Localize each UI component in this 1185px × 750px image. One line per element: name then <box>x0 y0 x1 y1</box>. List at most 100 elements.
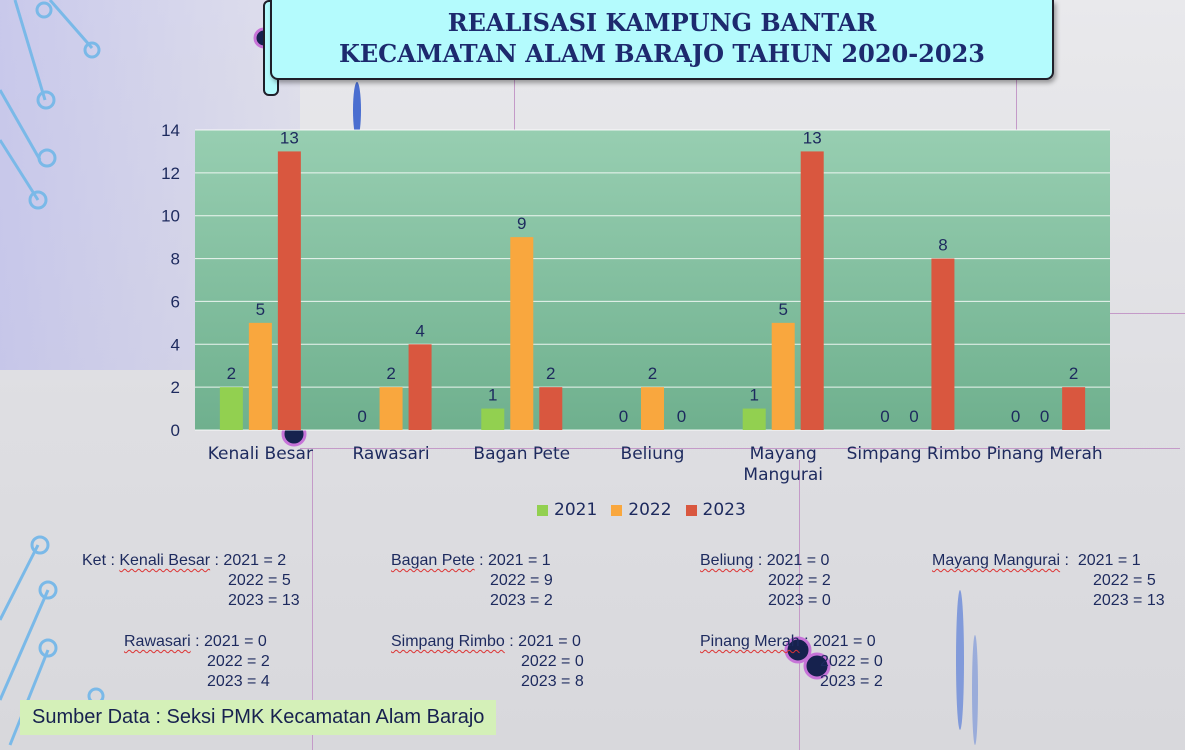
note-value: 2022 = 5 <box>228 572 291 589</box>
note-value: 2022 = 2 <box>768 572 831 589</box>
bar-2023 <box>1062 387 1086 430</box>
circuit-line <box>13 0 47 101</box>
decor-line <box>300 448 1180 449</box>
x-tick-label: Kenali Besar <box>208 444 313 464</box>
decor-line <box>799 460 800 750</box>
bar-2023 <box>931 258 955 430</box>
x-tick-label: Mangurai <box>743 465 823 485</box>
legend-swatch <box>685 504 697 516</box>
source-label: Sumber Data : Seksi PMK Kecamatan Alam B… <box>20 700 497 735</box>
plot-area <box>195 130 1110 430</box>
bar-2022 <box>379 387 403 430</box>
data-label: 13 <box>280 128 299 147</box>
bar-2023 <box>539 387 563 430</box>
data-label: 0 <box>909 407 918 426</box>
note-value: : 2021 = 0 <box>190 633 267 650</box>
note-value: 2023 = 4 <box>207 673 270 690</box>
data-label: 4 <box>415 321 424 340</box>
decor-line <box>1110 313 1185 314</box>
note-heading: Rawasari : 2021 = 0 <box>124 632 267 652</box>
legend-item-2022: 2022 <box>611 500 672 520</box>
note-value: 2022 = 9 <box>490 572 553 589</box>
legend-swatch <box>611 504 623 516</box>
bar-2022 <box>510 237 534 430</box>
y-tick-label: 4 <box>171 335 180 354</box>
note-heading: Bagan Pete : 2021 = 1 <box>391 551 551 571</box>
title-banner: REALISASI KAMPUNG BANTAR KECAMATAN ALAM … <box>270 0 1054 80</box>
note-value: : 2021 = 2 <box>210 552 287 569</box>
decor-line <box>1016 80 1017 170</box>
legend-item-2023: 2023 <box>685 500 746 520</box>
bar-2023 <box>800 151 824 430</box>
legend-label: 2021 <box>554 500 598 520</box>
note-village-name: Kenali Besar <box>119 552 211 569</box>
circuit-node <box>37 148 57 168</box>
glow-dot <box>784 636 812 664</box>
data-label: 9 <box>517 214 526 233</box>
note-village-name: Mayang Mangurai <box>932 552 1061 569</box>
note-heading: Beliung : 2021 = 0 <box>700 551 829 571</box>
y-tick-label: 10 <box>161 207 180 226</box>
chart-legend: 2021 2022 2023 <box>537 500 746 520</box>
light-streak <box>972 635 978 745</box>
bar-2021 <box>481 408 505 430</box>
note-value: : 2021 = 0 <box>799 633 876 650</box>
x-tick-label: Mayang <box>750 444 817 464</box>
data-label: 5 <box>778 300 787 319</box>
x-tick-label: Bagan Pete <box>473 444 570 464</box>
note-village-name: Pinang Merah <box>700 633 800 650</box>
y-tick-label: 0 <box>171 421 180 440</box>
note-village-name: Bagan Pete <box>391 552 475 569</box>
x-tick-label: Simpang Rimbo <box>847 444 982 464</box>
title-line-2: KECAMATAN ALAM BARAJO TAHUN 2020-2023 <box>339 39 985 68</box>
data-label: 0 <box>1011 407 1020 426</box>
note-village-name: Simpang Rimbo <box>391 633 505 650</box>
note-heading: Mayang Mangurai : 2021 = 1 <box>932 551 1141 571</box>
circuit-node <box>38 580 58 600</box>
data-label: 13 <box>803 128 822 147</box>
circuit-node <box>83 41 101 59</box>
note-value: 2023 = 2 <box>820 673 883 690</box>
note-value: : 2021 = 0 <box>753 552 830 569</box>
y-tick-label: 6 <box>171 292 180 311</box>
data-label: 2 <box>648 364 657 383</box>
legend-label: 2022 <box>628 500 672 520</box>
title-line-1: REALISASI KAMPUNG BANTAR <box>447 8 877 37</box>
bar-2023 <box>277 151 301 430</box>
data-label: 0 <box>677 407 686 426</box>
circuit-line <box>48 0 94 49</box>
bar-2021 <box>742 408 766 430</box>
circuit-node <box>28 190 48 210</box>
note-heading: Simpang Rimbo : 2021 = 0 <box>391 632 581 652</box>
bar-chart: 0 2 4 6 8 10 12 14 2 5 13 0 2 4 1 9 2 0 2 0 1 5 13 0 0 8 0 0 2 Kena… <box>161 121 1110 485</box>
circuit-node <box>38 638 58 658</box>
x-tick-label: Pinang Merah <box>987 444 1103 464</box>
circuit-line <box>8 649 50 746</box>
y-tick-label: 8 <box>171 250 180 269</box>
note-value: 2022 = 2 <box>207 653 270 670</box>
note-value: 2022 = 0 <box>820 653 883 670</box>
data-label: 0 <box>1040 407 1049 426</box>
note-value: 2023 = 13 <box>228 592 300 609</box>
decor-line <box>312 450 313 750</box>
note-value: 2023 = 13 <box>1093 592 1165 609</box>
light-streak <box>956 590 964 730</box>
circuit-line <box>0 544 40 621</box>
data-label: 1 <box>488 386 497 405</box>
x-tick-label: Rawasari <box>352 444 429 464</box>
circuit-line <box>0 139 40 201</box>
glow-dot <box>803 652 831 680</box>
circuit-node <box>35 1 53 19</box>
x-tick-label: Beliung <box>621 444 685 464</box>
data-label: 2 <box>546 364 555 383</box>
data-label: 0 <box>880 407 889 426</box>
note-heading: Ket : Kenali Besar : 2021 = 2 <box>82 551 286 571</box>
legend-swatch <box>537 504 548 516</box>
y-tick-label: 14 <box>161 121 180 140</box>
legend-label: 2023 <box>702 500 746 520</box>
note-value: 2023 = 2 <box>490 592 553 609</box>
note-village-name: Rawasari <box>124 633 191 650</box>
note-value: : 2021 = 1 <box>1060 552 1141 569</box>
data-label: 1 <box>749 386 758 405</box>
